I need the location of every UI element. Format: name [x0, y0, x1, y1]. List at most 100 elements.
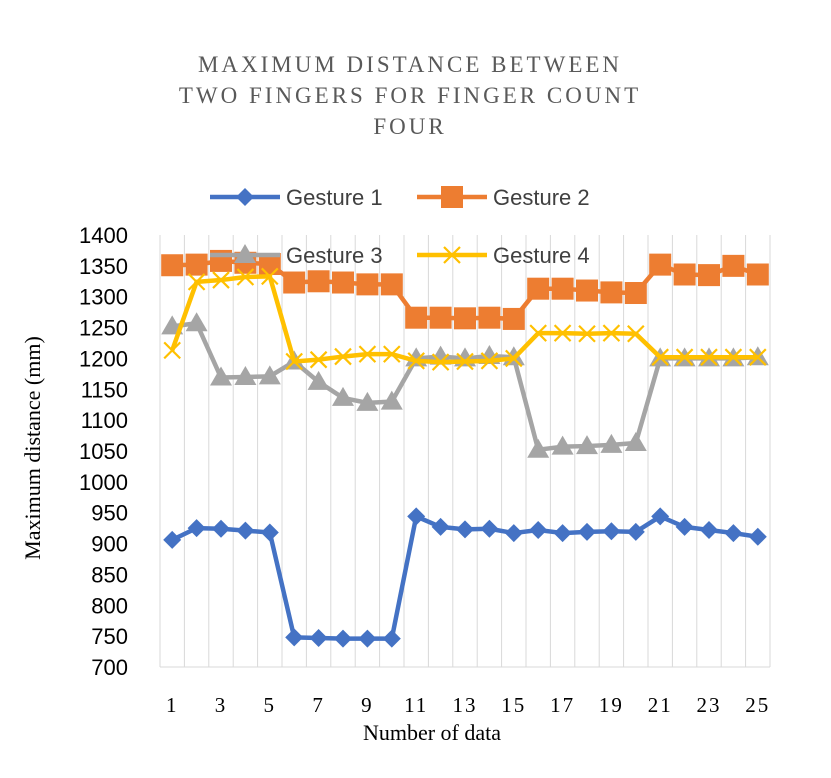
- data-point: [356, 391, 379, 411]
- series-line: [171, 321, 758, 453]
- data-point: [627, 324, 645, 343]
- data-point: [431, 353, 450, 371]
- data-point: [749, 348, 767, 366]
- data-point: [236, 521, 255, 540]
- legend-label: Gesture 1: [286, 185, 383, 210]
- y-tick-label: 800: [91, 593, 128, 618]
- data-point: [163, 530, 182, 549]
- y-tick-label: 1350: [79, 254, 128, 279]
- data-point: [261, 267, 279, 286]
- x-tick-label: 11: [404, 693, 428, 717]
- series-layer: [161, 249, 769, 648]
- data-point: [212, 519, 230, 538]
- data-point: [529, 324, 547, 342]
- data-point: [553, 524, 572, 543]
- y-tick-label: 1100: [81, 408, 128, 433]
- y-tick-label: 700: [91, 655, 128, 680]
- data-point: [407, 507, 426, 526]
- data-point: [187, 273, 206, 291]
- data-point: [431, 517, 450, 536]
- data-point: [185, 253, 208, 276]
- x-tick-label: 21: [648, 693, 673, 717]
- data-point: [429, 306, 452, 329]
- data-point: [309, 628, 328, 647]
- axes: 7007508008509009501000105011001150120012…: [79, 223, 770, 717]
- data-point: [602, 324, 621, 342]
- data-point: [163, 341, 181, 360]
- series-3: [161, 312, 769, 458]
- data-point: [700, 520, 718, 539]
- data-point: [578, 324, 596, 343]
- data-point: [529, 520, 548, 539]
- data-point: [258, 365, 281, 385]
- y-tick-label: 1300: [79, 285, 128, 310]
- chart-title-line-3: FOUR: [373, 114, 446, 139]
- data-point: [553, 324, 572, 342]
- data-point: [358, 629, 377, 648]
- data-point: [480, 352, 499, 370]
- data-point: [380, 273, 403, 296]
- data-point: [504, 524, 523, 543]
- legend-swatch-marker: [443, 246, 461, 264]
- x-tick-label: 19: [599, 693, 624, 717]
- data-point: [576, 435, 598, 455]
- legend-swatch-marker: [236, 188, 254, 206]
- data-point: [478, 306, 501, 329]
- y-tick-label: 900: [91, 532, 128, 557]
- x-tick-label: 3: [215, 693, 228, 717]
- data-point: [505, 349, 523, 368]
- data-point: [651, 507, 670, 526]
- data-point: [185, 312, 208, 332]
- y-tick-label: 1400: [79, 223, 128, 248]
- data-point: [260, 523, 279, 542]
- data-point: [309, 350, 328, 369]
- data-point: [578, 522, 596, 541]
- y-tick-label: 750: [91, 624, 128, 649]
- data-point: [332, 386, 354, 406]
- data-point: [356, 273, 379, 296]
- y-tick-label: 850: [91, 562, 128, 587]
- x-axis-label: Number of data: [363, 720, 501, 745]
- series-4: [163, 267, 767, 371]
- data-point: [527, 277, 550, 300]
- legend-item: Gesture 2: [417, 185, 590, 210]
- data-point: [456, 520, 474, 539]
- data-point: [456, 352, 474, 371]
- data-point: [649, 253, 672, 276]
- data-point: [722, 254, 745, 277]
- data-point: [234, 365, 257, 385]
- data-point: [551, 435, 574, 455]
- legend-label: Gesture 3: [286, 243, 383, 268]
- y-tick-label: 1150: [81, 377, 128, 402]
- legend-item: Gesture 3: [210, 243, 383, 268]
- data-point: [407, 352, 425, 370]
- x-tick-label: 17: [550, 693, 575, 717]
- data-point: [454, 307, 476, 330]
- y-axis-label: Maximum distance (mm): [20, 336, 45, 560]
- legend-label: Gesture 2: [493, 185, 590, 210]
- data-point: [283, 271, 306, 294]
- data-point: [210, 366, 232, 386]
- y-tick-label: 1050: [79, 439, 128, 464]
- data-point: [624, 431, 647, 451]
- y-tick-label: 1250: [79, 316, 128, 341]
- data-point: [551, 277, 574, 300]
- data-point: [724, 348, 743, 366]
- legend-item: Gesture 1: [210, 185, 383, 210]
- x-tick-label: 25: [745, 693, 770, 717]
- data-point: [748, 527, 767, 546]
- legend-label: Gesture 4: [493, 243, 590, 268]
- x-tick-label: 13: [453, 693, 478, 717]
- data-point: [626, 522, 645, 541]
- data-point: [334, 347, 352, 366]
- chart-title-line-2: TWO FINGERS FOR FINGER COUNT: [179, 83, 641, 108]
- y-tick-label: 950: [91, 501, 128, 526]
- legend: Gesture 1 Gesture 2 Gesture 3 Gesture 4: [210, 185, 590, 268]
- legend-item: Gesture 4: [417, 243, 590, 268]
- data-point: [405, 306, 428, 329]
- grid: [159, 235, 771, 667]
- legend-swatch-marker: [441, 186, 463, 208]
- chart-title-line-1: MAXIMUM DISTANCE BETWEEN: [198, 52, 622, 77]
- data-point: [675, 348, 694, 366]
- data-point: [236, 268, 255, 286]
